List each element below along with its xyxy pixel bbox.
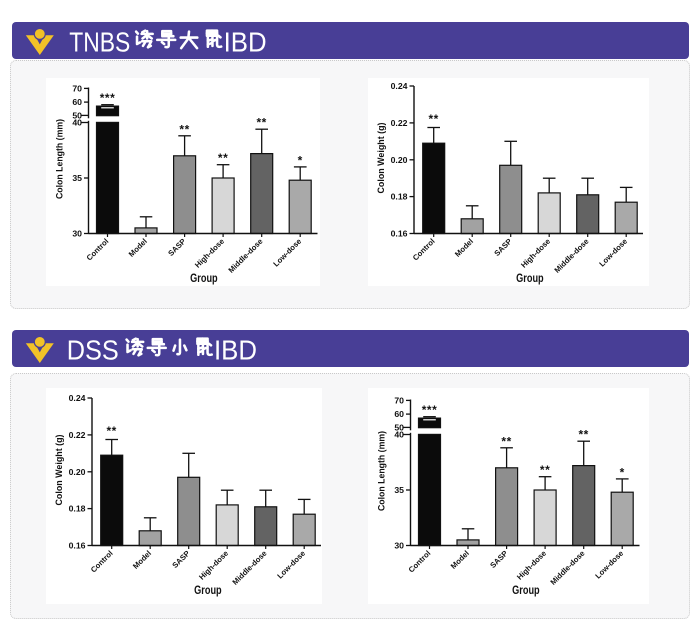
svg-text:Colon Weight (g): Colon Weight (g) <box>54 434 65 505</box>
svg-text:70: 70 <box>72 83 82 93</box>
svg-text:SASP: SASP <box>488 548 509 569</box>
svg-text:30: 30 <box>394 540 404 550</box>
svg-text:0.20: 0.20 <box>390 154 407 164</box>
svg-text:**: ** <box>107 424 117 438</box>
svg-text:Low-dose: Low-dose <box>271 236 303 268</box>
svg-text:Control: Control <box>407 548 433 574</box>
svg-text:Model: Model <box>126 236 148 258</box>
svg-text:High-dose: High-dose <box>193 236 226 269</box>
svg-text:Middle-dose: Middle-dose <box>226 236 265 275</box>
svg-text:Group: Group <box>194 584 222 596</box>
svg-text:IBD: IBD <box>224 27 267 58</box>
svg-text:IBD: IBD <box>214 335 257 366</box>
svg-text:Group: Group <box>512 584 540 596</box>
svg-text:Control: Control <box>84 236 110 262</box>
svg-text:Model: Model <box>131 548 153 570</box>
svg-text:0.24: 0.24 <box>390 81 407 91</box>
svg-text:Group: Group <box>516 272 544 284</box>
svg-text:SASP: SASP <box>166 236 187 257</box>
svg-text:Low-dose: Low-dose <box>275 548 307 580</box>
svg-text:DSS: DSS <box>67 335 119 366</box>
svg-text:Model: Model <box>449 548 471 570</box>
svg-text:0.16: 0.16 <box>69 540 86 550</box>
svg-text:35: 35 <box>72 173 82 183</box>
svg-text:30: 30 <box>72 228 82 238</box>
svg-text:Low-dose: Low-dose <box>597 236 629 268</box>
svg-text:**: ** <box>256 115 266 129</box>
svg-text:40: 40 <box>394 429 404 439</box>
svg-text:Group: Group <box>190 272 218 284</box>
svg-text:40: 40 <box>72 117 82 127</box>
svg-text:Middle-dose: Middle-dose <box>231 548 270 587</box>
svg-text:0.20: 0.20 <box>69 466 86 476</box>
svg-text:**: ** <box>501 434 511 448</box>
svg-text:**: ** <box>579 427 589 441</box>
svg-text:0.16: 0.16 <box>390 228 407 238</box>
svg-text:**: ** <box>428 112 438 126</box>
svg-text:70: 70 <box>394 395 404 405</box>
svg-text:High-dose: High-dose <box>515 548 548 581</box>
svg-text:Low-dose: Low-dose <box>593 548 625 580</box>
svg-text:60: 60 <box>72 97 82 107</box>
svg-text:Model: Model <box>453 236 475 258</box>
svg-text:**: ** <box>540 463 550 477</box>
svg-text:SASP: SASP <box>170 548 191 569</box>
svg-text:***: *** <box>422 403 438 417</box>
svg-text:Colon Length (mm): Colon Length (mm) <box>377 431 388 511</box>
svg-text:50: 50 <box>72 110 82 120</box>
svg-text:***: *** <box>99 91 115 105</box>
svg-text:*: * <box>297 153 302 167</box>
svg-text:0.24: 0.24 <box>69 393 86 403</box>
svg-text:60: 60 <box>394 409 404 419</box>
svg-text:Colon Weight (g): Colon Weight (g) <box>376 122 387 193</box>
svg-text:*: * <box>620 465 625 479</box>
svg-text:0.22: 0.22 <box>390 118 407 128</box>
svg-text:0.22: 0.22 <box>69 430 86 440</box>
svg-text:Middle-dose: Middle-dose <box>549 548 588 587</box>
svg-text:Middle-dose: Middle-dose <box>552 236 591 275</box>
svg-text:**: ** <box>179 122 189 136</box>
svg-text:High-dose: High-dose <box>519 236 552 269</box>
svg-text:TNBS: TNBS <box>69 27 130 58</box>
svg-text:35: 35 <box>394 485 404 495</box>
svg-text:0.18: 0.18 <box>390 191 407 201</box>
svg-text:**: ** <box>217 151 227 165</box>
svg-text:SASP: SASP <box>492 236 513 257</box>
svg-text:High-dose: High-dose <box>197 548 230 581</box>
svg-text:Control: Control <box>89 548 115 574</box>
svg-text:50: 50 <box>394 422 404 432</box>
svg-text:Control: Control <box>410 236 436 262</box>
svg-text:0.18: 0.18 <box>69 503 86 513</box>
svg-text:Colon Length (mm): Colon Length (mm) <box>54 119 65 199</box>
